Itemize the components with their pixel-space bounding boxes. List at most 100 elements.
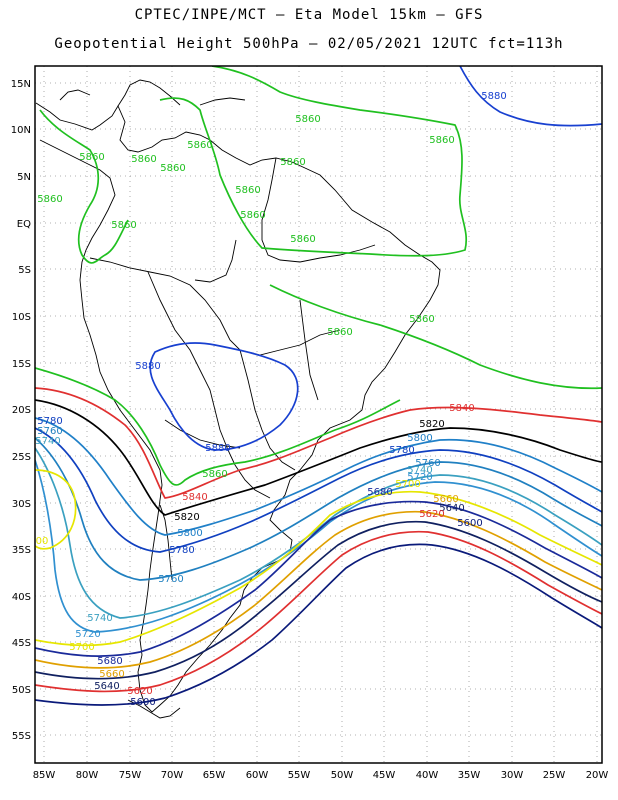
contour-5740 xyxy=(35,447,602,619)
contour-label: 5860 xyxy=(37,194,62,205)
contour-label: 00 xyxy=(36,536,49,547)
contour-label: 5860 xyxy=(280,157,305,168)
contour-5620 xyxy=(35,530,602,693)
contour-label: 5880 xyxy=(481,91,506,102)
contour-label: 5600 xyxy=(130,697,155,708)
lat-label: 5N xyxy=(17,172,31,183)
lat-label: 35S xyxy=(12,545,31,556)
contour-labels: 5880 5860 5860 5860 5860 5860 5860 5860 5860 5860… xyxy=(35,91,506,708)
lon-label: 50W xyxy=(331,770,354,781)
contour-5680 xyxy=(35,500,602,657)
lat-label: 10N xyxy=(11,125,31,136)
contour-label: 5860 xyxy=(187,140,212,151)
map-title-line2: Geopotential Height 500hPa – 02/05/2021 … xyxy=(54,36,564,52)
contour-5860-mid xyxy=(269,284,602,390)
contour-5780 xyxy=(35,427,602,553)
contour-5800 xyxy=(35,417,602,536)
lat-label: 45S xyxy=(12,638,31,649)
longitude-labels: 85W 80W 75W 70W 65W 60W 55W 50W 45W 40W 35W 30W 25W 2… xyxy=(33,770,609,781)
contour-5880-interior xyxy=(149,342,299,451)
contour-label: 5680 xyxy=(97,656,122,667)
lat-label: 25S xyxy=(12,452,31,463)
lon-label: 25W xyxy=(543,770,566,781)
contour-label: 5860 xyxy=(235,185,260,196)
lon-label: 20W xyxy=(586,770,609,781)
contour-label: 5760 xyxy=(415,458,440,469)
contour-5860-south xyxy=(35,367,401,486)
lon-label: 75W xyxy=(119,770,142,781)
contour-label: 5660 xyxy=(99,669,124,680)
lon-label: 45W xyxy=(373,770,396,781)
lat-label: 40S xyxy=(12,592,31,603)
lon-label: 40W xyxy=(416,770,439,781)
map-title-line1: CPTEC/INPE/MCT – Eta Model 15km – GFS xyxy=(134,7,484,23)
contour-5820 xyxy=(35,399,602,516)
contour-5860-coast xyxy=(39,109,129,264)
lat-label: 30S xyxy=(12,499,31,510)
contour-label: 5820 xyxy=(174,512,199,523)
contour-label: 5860 xyxy=(79,152,104,163)
contour-label: 5620 xyxy=(419,509,444,520)
contour-label: 5840 xyxy=(182,492,207,503)
contour-label: 5780 xyxy=(37,416,62,427)
contour-5700 xyxy=(35,490,602,647)
contour-label: 5740 xyxy=(35,436,60,447)
latitude-labels: 15N 10N 5N EQ 5S 10S 15S 20S 25S 30S 35S 40S 45S 50S 5… xyxy=(11,79,31,742)
contour-5860-north xyxy=(159,66,467,257)
lat-label: 15N xyxy=(11,79,31,90)
contour-label: 5860 xyxy=(131,154,156,165)
lon-label: 60W xyxy=(246,770,269,781)
lat-lon-grid xyxy=(35,66,602,763)
lat-label: 50S xyxy=(12,685,31,696)
contour-5600 xyxy=(35,543,602,706)
lon-label: 65W xyxy=(203,770,226,781)
lat-label: 20S xyxy=(12,405,31,416)
contour-5640 xyxy=(35,520,602,680)
contour-label: 5760 xyxy=(37,426,62,437)
contour-label: 5680 xyxy=(367,487,392,498)
contour-label: 5780 xyxy=(389,445,414,456)
contour-label: 5840 xyxy=(449,403,474,414)
contour-label: 5660 xyxy=(433,494,458,505)
contour-label: 5860 xyxy=(409,314,434,325)
contour-label: 5860 xyxy=(240,210,265,221)
lat-label: 15S xyxy=(12,359,31,370)
contour-label: 5860 xyxy=(160,163,185,174)
contour-label: 5780 xyxy=(169,545,194,556)
contour-label: 5720 xyxy=(75,629,100,640)
lat-label: EQ xyxy=(17,219,31,230)
contour-label: 5860 xyxy=(429,135,454,146)
contour-5660 xyxy=(35,510,602,669)
lon-label: 35W xyxy=(458,770,481,781)
lon-label: 70W xyxy=(161,770,184,781)
contour-label: 5740 xyxy=(87,613,112,624)
contour-label: 5740 xyxy=(407,465,432,476)
contour-label: 5860 xyxy=(327,327,352,338)
contour-label: 5600 xyxy=(457,518,482,529)
contour-5700-closed xyxy=(35,469,77,550)
lon-label: 30W xyxy=(501,770,524,781)
contour-label: 5820 xyxy=(419,419,444,430)
contour-label: 5760 xyxy=(158,574,183,585)
lon-label: 80W xyxy=(76,770,99,781)
contour-label: 5620 xyxy=(127,686,152,697)
contour-label: 5640 xyxy=(94,681,119,692)
contour-5760 xyxy=(35,437,602,581)
contour-label: 5880 xyxy=(205,443,230,454)
contour-label: 5880 xyxy=(135,361,160,372)
contour-label: 5640 xyxy=(439,503,464,514)
contour-label: 5860 xyxy=(295,114,320,125)
lat-label: 5S xyxy=(18,265,31,276)
contour-label: 5860 xyxy=(111,220,136,231)
contour-5840 xyxy=(35,387,602,499)
contour-label: 5700 xyxy=(69,642,94,653)
contour-label: 5860 xyxy=(202,469,227,480)
contour-label: 5720 xyxy=(407,472,432,483)
lat-label: 10S xyxy=(12,312,31,323)
lat-label: 55S xyxy=(12,731,31,742)
contour-label: 5800 xyxy=(177,528,202,539)
map-frame xyxy=(34,65,603,764)
lon-label: 85W xyxy=(33,770,56,781)
contour-label: 5860 xyxy=(290,234,315,245)
